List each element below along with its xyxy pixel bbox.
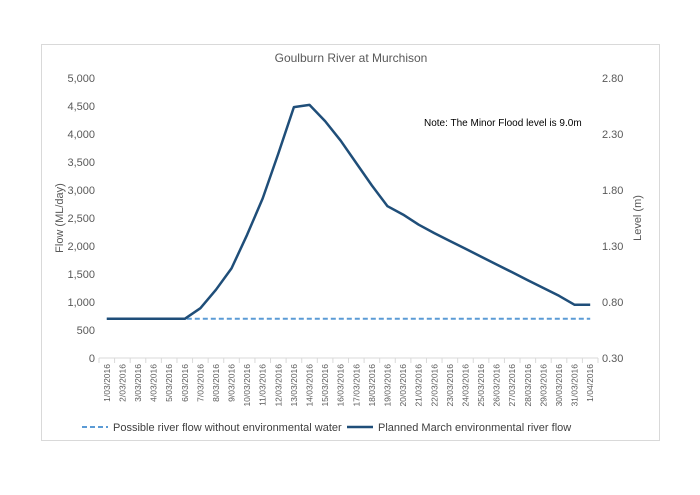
x-tick-label: 13/03/2016 xyxy=(289,364,299,407)
x-tick-label: 17/03/2016 xyxy=(351,364,361,407)
y2-tick-label: 0.30 xyxy=(602,353,623,365)
x-tick-label: 1/03/2016 xyxy=(102,364,112,402)
y2-tick-label: 1.80 xyxy=(602,185,623,197)
x-tick-label: 23/03/2016 xyxy=(445,364,455,407)
x-tick-label: 27/03/2016 xyxy=(507,364,517,407)
x-tick-label: 4/03/2016 xyxy=(149,364,159,402)
x-tick-label: 12/03/2016 xyxy=(273,364,283,407)
x-tick-label: 30/03/2016 xyxy=(554,364,564,407)
y-tick-label: 5,000 xyxy=(67,73,95,85)
x-tick-label: 26/03/2016 xyxy=(492,364,502,407)
x-tick-label: 3/03/2016 xyxy=(133,364,143,402)
x-tick-label: 22/03/2016 xyxy=(429,364,439,407)
x-tick-label: 9/03/2016 xyxy=(227,364,237,402)
y-tick-label: 3,000 xyxy=(67,185,95,197)
x-tick-label: 31/03/2016 xyxy=(570,364,580,407)
y2-axis-label: Level (m) xyxy=(632,195,644,241)
axes-layer: 1/03/2016 2/03/2016 3/03/2016 4/03/2016 5/03… xyxy=(67,73,623,407)
y-tick-label: 4,500 xyxy=(67,101,95,113)
y-tick-label: 4,000 xyxy=(67,129,95,141)
x-tick-label: 2/03/2016 xyxy=(117,364,127,402)
series-line-planned-flow xyxy=(106,103,591,321)
x-tick-label: 28/03/2016 xyxy=(523,364,533,407)
y2-tick-label: 1.30 xyxy=(602,241,623,253)
chart-frame xyxy=(41,44,660,441)
legend-label-possible-flow: Possible river flow without environmenta… xyxy=(113,422,342,434)
chart-title: Goulburn River at Murchison xyxy=(275,51,428,65)
x-tick-label: 5/03/2016 xyxy=(164,364,174,402)
x-tick-label: 19/03/2016 xyxy=(382,364,392,407)
y-tick-label: 2,500 xyxy=(67,213,95,225)
y2-tick-label: 2.30 xyxy=(602,129,623,141)
x-tick-label: 6/03/2016 xyxy=(180,364,190,402)
y2-tick-label: 0.80 xyxy=(602,297,623,309)
x-tick-label: 8/03/2016 xyxy=(211,364,221,402)
x-tick-label: 16/03/2016 xyxy=(336,364,346,407)
x-tick-label: 11/03/2016 xyxy=(258,364,268,406)
y-tick-label: 0 xyxy=(89,353,95,365)
x-tick-label: 10/03/2016 xyxy=(242,364,252,407)
x-tick-label: 1/04/2016 xyxy=(585,364,595,402)
x-tick-label: 7/03/2016 xyxy=(195,364,205,402)
x-tick-label: 14/03/2016 xyxy=(305,364,315,407)
y-tick-label: 2,000 xyxy=(67,241,95,253)
legend: Possible river flow without environmenta… xyxy=(82,422,571,434)
series-layer xyxy=(106,103,591,321)
y-tick-label: 500 xyxy=(77,325,95,337)
y-tick-label: 3,500 xyxy=(67,157,95,169)
x-tick-label: 15/03/2016 xyxy=(320,364,330,407)
legend-label-planned-flow: Planned March environmental river flow xyxy=(378,422,571,434)
x-tick-label: 24/03/2016 xyxy=(460,364,470,407)
x-tick-label: 21/03/2016 xyxy=(414,364,424,407)
x-tick-label: 25/03/2016 xyxy=(476,364,486,407)
flood-level-note: Note: The Minor Flood level is 9.0m xyxy=(424,118,582,129)
y-tick-label: 1,000 xyxy=(67,297,95,309)
x-tick-label: 29/03/2016 xyxy=(538,364,548,407)
y2-tick-label: 2.80 xyxy=(602,73,623,85)
y-axis-label: Flow (ML/day) xyxy=(54,183,66,253)
x-tick-label: 20/03/2016 xyxy=(398,364,408,407)
x-tick-label: 18/03/2016 xyxy=(367,364,377,407)
y-tick-label: 1,500 xyxy=(67,269,95,281)
